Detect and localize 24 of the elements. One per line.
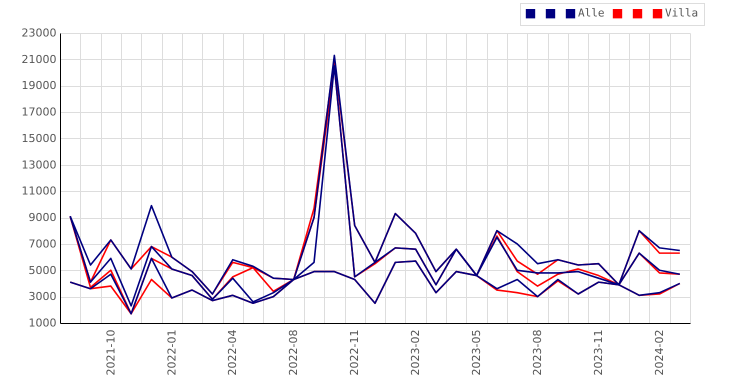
legend-label: Alle bbox=[578, 6, 604, 20]
x-tick-label: 2023-08 bbox=[531, 330, 544, 376]
y-tick-label: 3000 bbox=[28, 290, 56, 304]
y-tick-label: 9000 bbox=[28, 211, 56, 224]
x-tick-label: 2023-05 bbox=[470, 330, 484, 376]
x-tick-label: 2024-02 bbox=[653, 330, 666, 376]
y-tick-label: 15000 bbox=[22, 132, 56, 145]
legend-label: Villa bbox=[665, 6, 698, 20]
y-tick-label: 5000 bbox=[28, 264, 56, 277]
y-tick-label: 7000 bbox=[28, 237, 56, 250]
x-tick-label: 2023-02 bbox=[409, 330, 422, 376]
y-tick-label: 17000 bbox=[22, 106, 56, 119]
x-tick-label: 2022-01 bbox=[165, 330, 178, 376]
x-tick-label: 2022-11 bbox=[348, 330, 362, 376]
y-tick-label: 13000 bbox=[22, 158, 56, 172]
y-tick-label: 23000 bbox=[22, 26, 56, 40]
x-tick-label: 2021-10 bbox=[104, 330, 118, 376]
y-tick-label: 19000 bbox=[22, 79, 56, 92]
x-tick-label: 2023-11 bbox=[592, 330, 606, 376]
x-tick-label: 2022-04 bbox=[226, 330, 240, 376]
y-tick-label: 11000 bbox=[22, 184, 56, 198]
x-tick-label: 2022-08 bbox=[287, 330, 300, 376]
y-tick-label: 21000 bbox=[22, 52, 56, 66]
y-tick-label: 1000 bbox=[28, 316, 56, 330]
